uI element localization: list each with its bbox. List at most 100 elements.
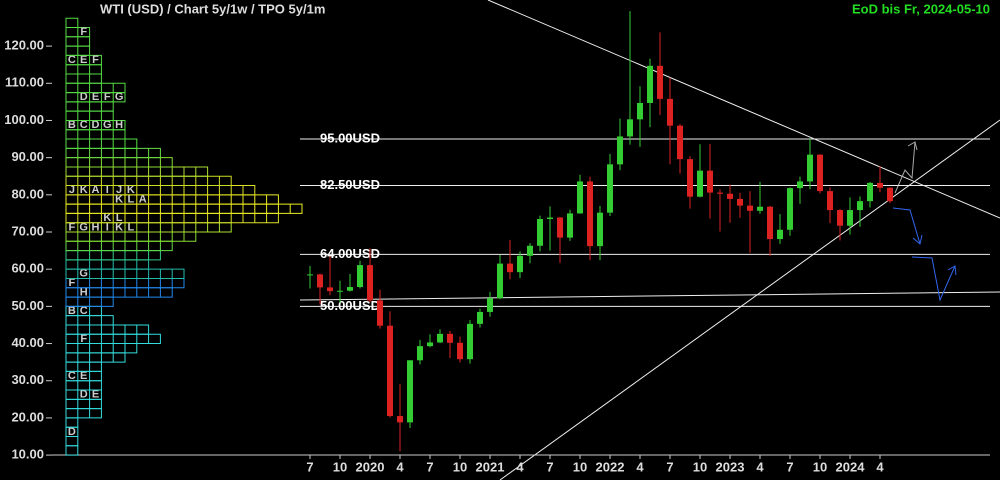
tpo-row xyxy=(65,129,126,140)
tpo-letter: A xyxy=(139,193,147,205)
tpo-letter: B xyxy=(68,305,76,317)
tpo-row xyxy=(65,212,279,224)
candle-body xyxy=(527,245,533,256)
tpo-letter: F xyxy=(69,277,76,289)
candle-body xyxy=(857,201,863,211)
candle-body xyxy=(617,136,623,165)
tpo-row xyxy=(65,324,150,335)
tpo-row xyxy=(65,259,150,270)
candle-body xyxy=(727,193,733,199)
candle-body xyxy=(337,290,343,292)
tpo-row xyxy=(65,408,102,419)
candle-body xyxy=(837,210,843,226)
y-tick-label: 40.00 xyxy=(11,335,44,350)
tpo-row xyxy=(65,194,279,205)
tpo-row xyxy=(65,17,79,29)
candle-body xyxy=(537,218,543,246)
x-tick-label: 2021 xyxy=(476,459,505,474)
tpo-row xyxy=(65,352,126,363)
candle-body xyxy=(307,274,313,276)
tpo-row xyxy=(65,147,161,159)
arrow xyxy=(911,256,956,302)
candle-body xyxy=(877,182,883,188)
tpo-letter: F xyxy=(80,333,87,345)
candle-body xyxy=(397,416,403,423)
trend-lines xyxy=(299,0,1000,480)
tpo-row xyxy=(65,445,79,456)
candle-body xyxy=(417,346,423,361)
candle-body xyxy=(827,191,833,211)
candle-body xyxy=(887,187,893,202)
tpo-letter: I xyxy=(106,221,109,233)
y-tick-label: 30.00 xyxy=(11,372,44,387)
x-tick-label: 7 xyxy=(306,459,313,474)
candle-body xyxy=(547,217,553,219)
candle-body xyxy=(687,159,693,197)
y-tick-label: 110.00 xyxy=(5,75,44,90)
tpo-row xyxy=(65,119,126,131)
tpo-letter: E xyxy=(92,91,99,103)
tpo-letter: K xyxy=(80,184,88,196)
candle-body xyxy=(787,188,793,230)
tpo-row xyxy=(65,398,102,410)
candle-body xyxy=(467,323,473,360)
candle-body xyxy=(597,212,603,247)
candle-body xyxy=(427,342,433,347)
x-tick-label: 7 xyxy=(666,459,673,474)
projection-arrows xyxy=(892,141,957,302)
x-tick-label: 7 xyxy=(546,459,553,474)
tpo-row xyxy=(65,250,161,261)
candle-body xyxy=(817,154,823,192)
trend-line xyxy=(299,291,1000,301)
candle-body xyxy=(737,198,743,206)
x-tick-label: 10 xyxy=(813,459,827,474)
tpo-row xyxy=(65,185,256,196)
candle-body xyxy=(387,325,393,417)
tpo-row xyxy=(65,36,91,47)
x-tick-label: 2020 xyxy=(356,459,385,474)
tpo-row xyxy=(65,315,114,326)
candle-body xyxy=(767,206,773,240)
x-tick-label: 4 xyxy=(876,459,884,474)
y-tick-label: 90.00 xyxy=(11,149,44,164)
tpo-letter: D xyxy=(68,426,76,438)
candle-body xyxy=(587,181,593,247)
date-label: EoD bis Fr, 2024-05-10 xyxy=(852,1,990,16)
tpo-letter: C xyxy=(80,119,88,131)
tpo-letter: C xyxy=(68,54,76,66)
tpo-row xyxy=(65,333,161,345)
y-tick-label: 70.00 xyxy=(11,223,44,238)
tpo-letter: H xyxy=(92,221,100,233)
y-tick-label: 50.00 xyxy=(11,298,44,313)
tpo-row xyxy=(65,231,197,242)
x-tick-label: 7 xyxy=(426,459,433,474)
tpo-row xyxy=(65,82,126,94)
tpo-letter: A xyxy=(92,184,100,196)
tpo-row xyxy=(65,435,79,447)
candle-body xyxy=(327,287,333,292)
candle-body xyxy=(497,263,503,299)
candle-body xyxy=(577,181,583,214)
tpo-letter: J xyxy=(116,184,122,196)
level-label: 95.00USD xyxy=(320,130,380,145)
tpo-row xyxy=(65,222,232,233)
level-label: 82.50USD xyxy=(320,177,380,192)
level-label: 64.00USD xyxy=(320,246,380,261)
candle-body xyxy=(797,181,803,189)
x-tick-label: 10 xyxy=(333,459,347,474)
y-tick-label: 120.00 xyxy=(4,38,44,53)
candle-body xyxy=(647,65,653,103)
candle-body xyxy=(607,164,613,213)
tpo-row xyxy=(65,277,185,289)
tpo-row xyxy=(65,64,102,75)
x-tick-label: 10 xyxy=(453,459,467,474)
tpo-letter: H xyxy=(80,286,88,298)
candle-body xyxy=(667,98,673,126)
tpo-row xyxy=(65,110,114,121)
candle-body xyxy=(457,342,463,360)
tpo-letter: L xyxy=(116,212,123,224)
candle-body xyxy=(447,333,453,343)
tpo-letter: F xyxy=(69,221,76,233)
tpo-letter: E xyxy=(80,370,87,382)
tpo-letter: G xyxy=(103,119,112,131)
